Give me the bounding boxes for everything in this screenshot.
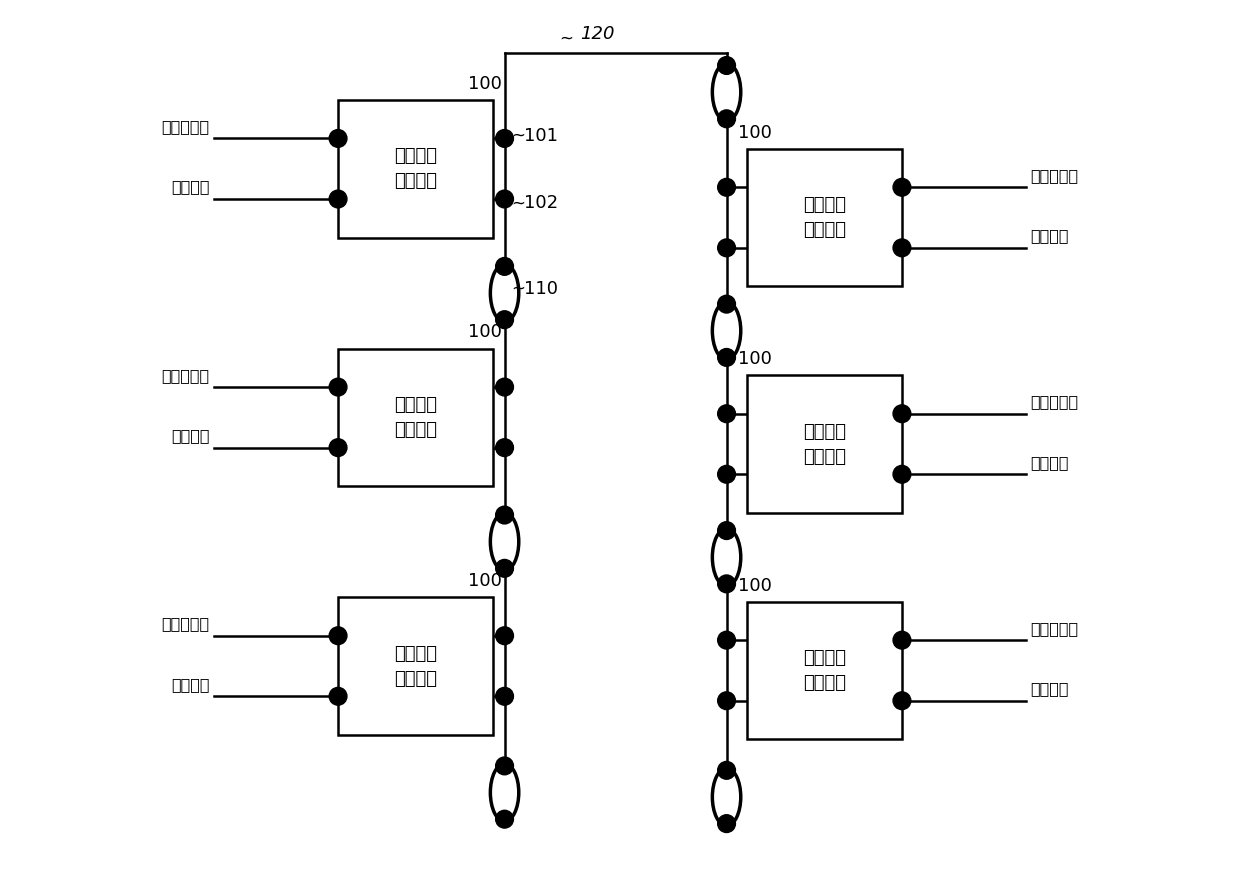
Circle shape [718,349,735,367]
Circle shape [718,631,735,649]
Circle shape [496,258,513,275]
Circle shape [496,757,513,774]
Circle shape [329,130,347,147]
Circle shape [496,439,513,456]
Text: 动力电池组: 动力电池组 [1030,394,1079,409]
Circle shape [718,692,735,710]
Circle shape [718,178,735,196]
Circle shape [718,239,735,257]
Circle shape [718,110,735,128]
Text: 动力电池组: 动力电池组 [161,368,210,383]
Circle shape [718,762,735,780]
Text: 负载装置: 负载装置 [171,179,210,194]
Circle shape [329,439,347,456]
Text: 负载装置: 负载装置 [171,428,210,443]
Circle shape [718,815,735,833]
Circle shape [496,130,513,147]
Text: 动力电池组: 动力电池组 [161,119,210,134]
Circle shape [496,506,513,524]
Text: 负载装置: 负载装置 [1030,681,1069,696]
Circle shape [718,57,735,75]
Circle shape [893,465,911,483]
Text: 动力电池组: 动力电池组 [1030,168,1079,183]
Ellipse shape [490,764,518,821]
Text: 110: 110 [525,280,558,297]
FancyBboxPatch shape [746,149,901,286]
Text: 120: 120 [580,25,615,43]
Circle shape [893,239,911,257]
Circle shape [496,378,513,396]
Circle shape [718,296,735,313]
Text: 100: 100 [739,123,773,141]
Text: 100: 100 [467,75,501,92]
Circle shape [893,405,911,423]
Ellipse shape [490,513,518,571]
Text: 101: 101 [525,127,558,145]
Circle shape [893,178,911,196]
Circle shape [718,575,735,593]
Text: 高压直流
配电单元: 高压直流 配电单元 [802,649,846,692]
FancyBboxPatch shape [339,100,494,237]
Text: 100: 100 [467,572,501,591]
FancyBboxPatch shape [339,348,494,487]
Text: ~: ~ [512,280,526,297]
Circle shape [329,687,347,705]
Ellipse shape [712,63,740,121]
FancyBboxPatch shape [746,602,901,739]
Circle shape [329,627,347,645]
Text: 100: 100 [739,576,773,595]
FancyBboxPatch shape [746,376,901,513]
Circle shape [718,405,735,423]
Text: 高压直流
配电单元: 高压直流 配电单元 [394,147,438,190]
Circle shape [329,190,347,208]
Text: ~: ~ [512,127,526,145]
Text: 高压直流
配电单元: 高压直流 配电单元 [802,196,846,239]
Circle shape [496,627,513,645]
Circle shape [718,465,735,483]
Text: 负载装置: 负载装置 [171,677,210,692]
Circle shape [496,811,513,828]
Circle shape [329,378,347,396]
Ellipse shape [712,528,740,586]
Text: 高压直流
配电单元: 高压直流 配电单元 [394,396,438,439]
Text: 100: 100 [739,350,773,368]
Circle shape [893,692,911,710]
Text: ~: ~ [559,29,574,47]
Text: 高压直流
配电单元: 高压直流 配电单元 [394,645,438,687]
Ellipse shape [712,302,740,360]
Circle shape [496,190,513,208]
Circle shape [496,311,513,329]
Text: 102: 102 [525,194,558,212]
Circle shape [893,631,911,649]
Text: 100: 100 [467,323,501,342]
Text: 动力电池组: 动力电池组 [1030,621,1079,636]
Text: 动力电池组: 动力电池组 [161,616,210,631]
Text: ~: ~ [512,194,526,212]
Text: 负载装置: 负载装置 [1030,455,1069,470]
Circle shape [718,522,735,540]
Text: 高压直流
配电单元: 高压直流 配电单元 [802,423,846,465]
FancyBboxPatch shape [339,597,494,735]
Circle shape [496,687,513,705]
Text: 负载装置: 负载装置 [1030,228,1069,243]
Ellipse shape [712,768,740,826]
Ellipse shape [490,265,518,321]
Circle shape [496,559,513,577]
